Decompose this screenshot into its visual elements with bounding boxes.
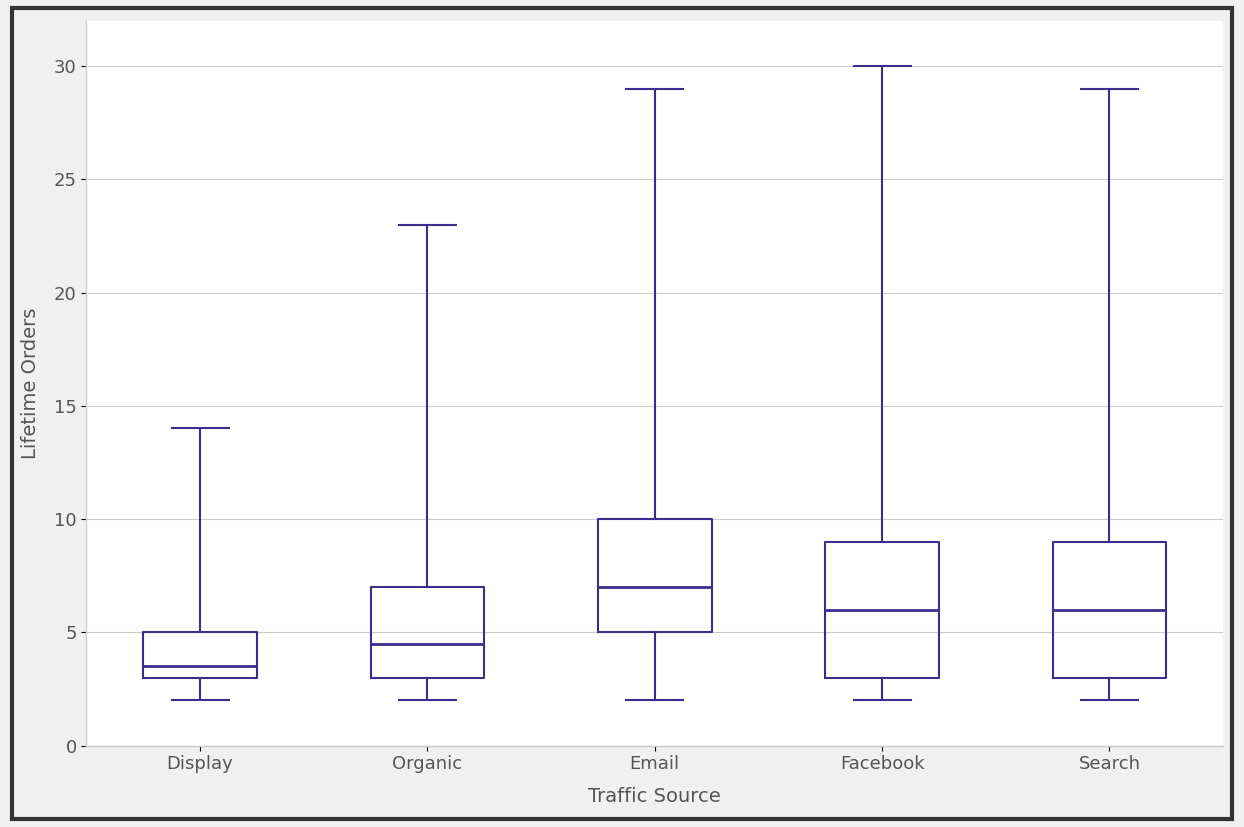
Y-axis label: Lifetime Orders: Lifetime Orders xyxy=(21,308,40,459)
X-axis label: Traffic Source: Traffic Source xyxy=(588,787,722,806)
